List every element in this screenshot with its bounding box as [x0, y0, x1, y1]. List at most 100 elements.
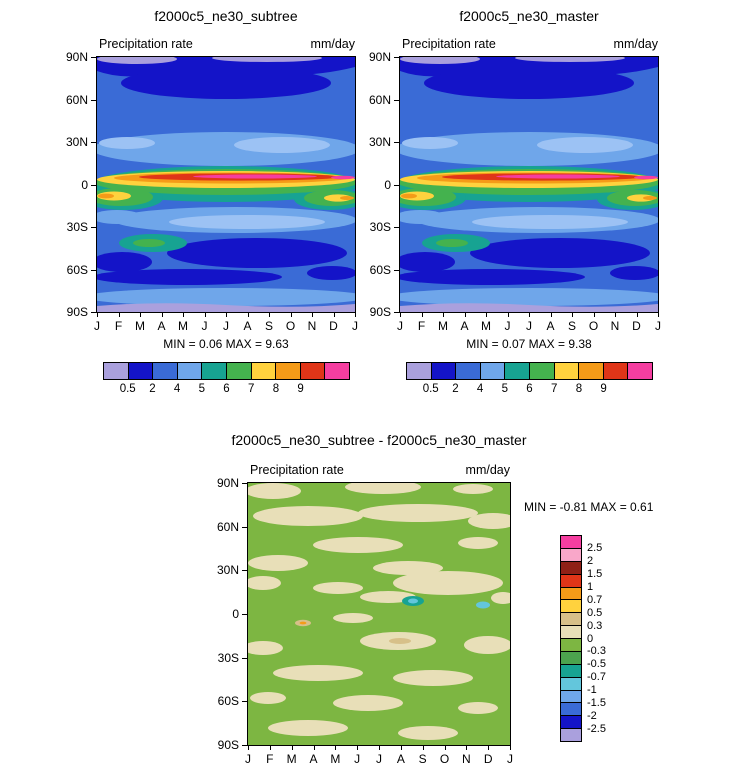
x-tick [226, 313, 227, 317]
y-tick [242, 483, 247, 484]
x-axis-label: F [417, 319, 426, 333]
x-axis-label: J [201, 319, 208, 333]
y-tick [394, 99, 399, 101]
y-tick [91, 312, 96, 313]
x-tick [636, 313, 638, 317]
y-axis-label: 0 [232, 607, 239, 621]
colorbar-label: 6 [223, 383, 230, 395]
x-axis-label: J [507, 752, 513, 766]
x-axis-label: M [178, 319, 188, 333]
y-axis-label: 30N [368, 135, 391, 149]
x-axis-label: A [460, 319, 469, 333]
x-axis-label: M [286, 752, 297, 766]
x-tick [140, 313, 141, 317]
x-tick [118, 313, 120, 317]
colorbar-label: 2 [452, 383, 459, 395]
y-tick [394, 269, 399, 271]
colorbar-segment [251, 363, 277, 379]
y-tick [242, 657, 247, 659]
colorbar-label: 5 [198, 383, 205, 395]
y-axis-label: 30N [65, 135, 88, 149]
colorbar-segment [456, 363, 481, 379]
colorbar-segment [561, 690, 581, 704]
colorbar-segment [226, 363, 252, 379]
y-tick [242, 614, 247, 615]
colorbar-label: 8 [575, 383, 583, 395]
colorbar-label: -0.5 [587, 658, 606, 671]
x-tick [269, 313, 270, 317]
x-axis-label: O [588, 319, 599, 333]
colorbar-segment [561, 703, 581, 717]
colorbar-label: 7 [550, 383, 558, 395]
x-tick [422, 746, 424, 750]
colorbar-segment [431, 363, 457, 379]
x-tick [161, 313, 163, 317]
colorbar-label: 0 [587, 632, 594, 645]
colorbar-label: 4 [476, 383, 484, 395]
colorbar-segment [561, 548, 581, 562]
x-axis-label: J [223, 319, 229, 333]
x-axis-label: D [329, 319, 338, 333]
y-tick [394, 312, 399, 313]
colorbar-segment [628, 363, 652, 379]
x-tick [204, 313, 206, 317]
colorbar-segment [561, 639, 581, 652]
x-axis-label: J [397, 319, 403, 333]
x-tick [355, 313, 356, 317]
colorbar-segment [480, 363, 506, 379]
x-axis-label: M [330, 752, 341, 766]
x-axis-label: F [114, 319, 123, 333]
field-label-subtree: Precipitation rate [99, 37, 193, 51]
colorbar-segment [554, 363, 580, 379]
field-label-diff: Precipitation rate [250, 463, 344, 477]
y-axis-label: 30S [369, 220, 391, 234]
y-axis-label: 30S [66, 220, 88, 234]
x-tick [335, 746, 337, 750]
colorbar-segment [561, 613, 581, 627]
y-tick [242, 526, 247, 528]
x-axis-label: O [285, 319, 296, 333]
x-axis-label: A [157, 319, 166, 333]
x-tick [269, 746, 271, 750]
x-tick [507, 313, 509, 317]
x-axis-label: M [481, 319, 491, 333]
contour-plot-master [399, 56, 659, 313]
colorbar-label: 6 [526, 383, 533, 395]
y-axis-label: 60S [217, 694, 239, 709]
colorbar-label: 9 [600, 383, 607, 395]
x-tick [486, 313, 487, 317]
y-tick [394, 57, 399, 58]
colorbar-label: -2.5 [587, 723, 606, 736]
x-tick [400, 746, 402, 750]
x-tick [466, 746, 468, 750]
x-tick [333, 313, 335, 317]
x-tick [593, 313, 595, 317]
field-label-master: Precipitation rate [402, 37, 496, 51]
x-axis-label: J [655, 319, 661, 333]
x-tick [248, 746, 249, 750]
y-tick [91, 227, 96, 228]
colorbar-label: 1 [587, 580, 594, 593]
x-tick [183, 313, 184, 317]
y-axis-label: 60N [216, 519, 239, 534]
x-axis-label: S [567, 319, 576, 333]
y-tick [242, 745, 247, 746]
x-tick [357, 746, 359, 750]
x-axis-label: J [504, 319, 511, 333]
y-tick [91, 184, 96, 186]
x-axis-label: F [266, 752, 274, 766]
colorbar-segment [505, 363, 530, 379]
panel-title-diff: f2000c5_ne30_subtree - f2000c5_ne30_mast… [231, 432, 527, 448]
x-axis-label: J [245, 752, 251, 766]
colorbar-segment [603, 363, 629, 379]
x-axis-label: A [546, 319, 555, 333]
colorbar-label: 2 [587, 554, 594, 567]
colorbar-segment [561, 574, 581, 588]
units-label-subtree: mm/day [310, 37, 355, 51]
colorbar-segment [104, 363, 129, 379]
x-tick [658, 313, 659, 317]
colorbar-label: 5 [501, 383, 508, 395]
x-axis-label: A [243, 319, 252, 333]
y-axis-label: 30S [217, 650, 239, 665]
y-axis-label: 60S [369, 262, 391, 277]
